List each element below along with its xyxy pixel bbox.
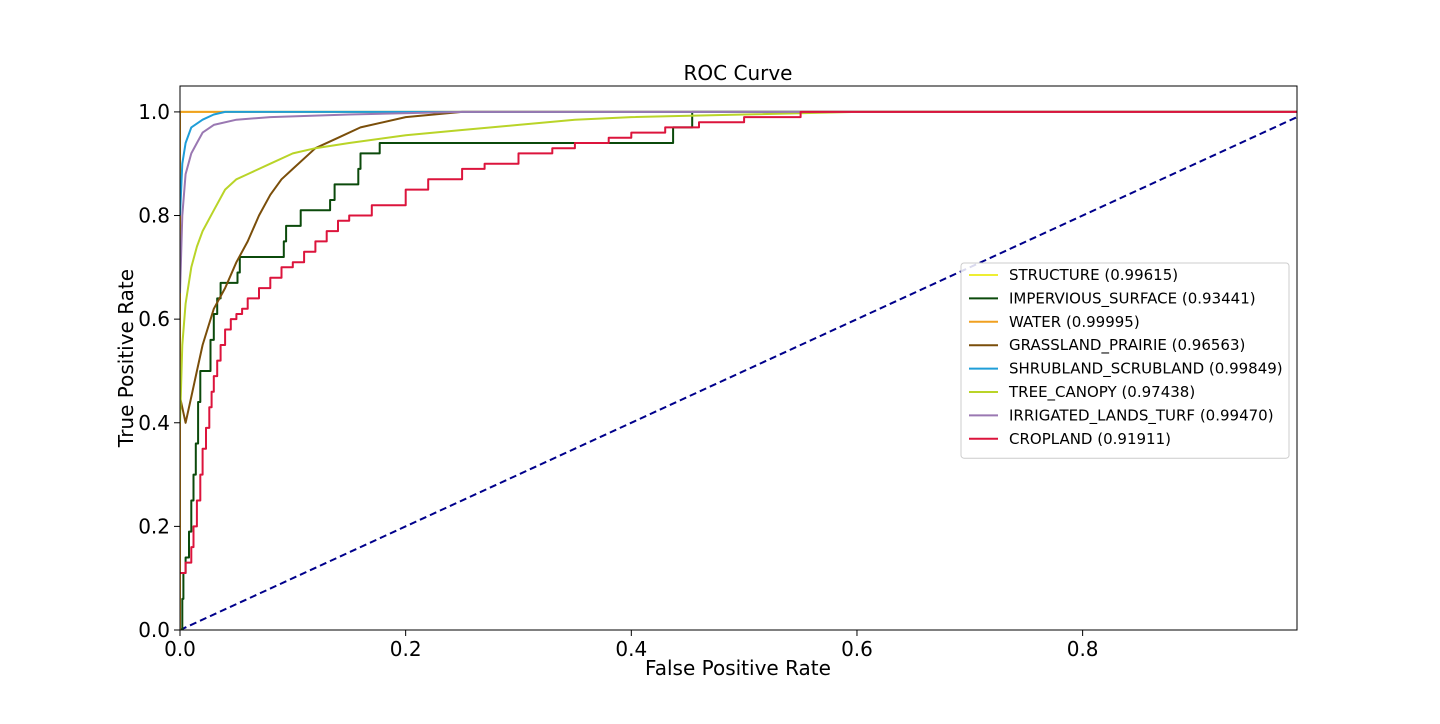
series-line-3 (180, 110, 1297, 424)
legend-label-6: IRRIGATED_LANDS_TURF (0.99470) (1009, 406, 1274, 425)
legend-label-0: STRUCTURE (0.99615) (1009, 266, 1178, 284)
reference-diagonal-line (180, 115, 1297, 630)
x-tick-label: 0.4 (615, 637, 647, 661)
chart-title: ROC Curve (684, 61, 793, 85)
legend-label-1: IMPERVIOUS_SURFACE (0.93441) (1009, 289, 1256, 308)
series-line-4 (180, 110, 1297, 216)
x-axis-label: False Positive Rate (645, 656, 831, 680)
legend: STRUCTURE (0.99615) IMPERVIOUS_SURFACE (0… (960, 262, 1290, 459)
plot-frame (179, 85, 1298, 631)
y-tick-label: 0.6 (138, 307, 170, 331)
x-axis-ticks: 0.0 0.2 0.4 0.6 0.8 (164, 630, 1099, 661)
legend-label-4: SHRUBLAND_SCRUBLAND (0.99849) (1009, 360, 1283, 379)
x-tick-label: 0.0 (164, 637, 196, 661)
y-axis-ticks: 0.0 0.2 0.4 0.6 0.8 1.0 (138, 100, 180, 642)
y-tick-label: 0.4 (138, 411, 170, 435)
series-line-1 (180, 110, 1297, 630)
y-axis-label: True Positive Rate (114, 269, 138, 448)
legend-label-7: CROPLAND (0.91911) (1009, 430, 1171, 448)
y-tick-label: 0.2 (138, 514, 170, 538)
y-tick-label: 0.0 (138, 618, 170, 642)
y-tick-label: 0.8 (138, 204, 170, 228)
reference-diagonal (180, 115, 1297, 630)
x-tick-label: 0.8 (1067, 637, 1099, 661)
legend-label-5: TREE_CANOPY (0.97438) (1008, 383, 1195, 402)
series-line-6 (180, 110, 1297, 294)
series-lines (180, 110, 1297, 630)
series-line-7 (180, 110, 1297, 574)
legend-box (960, 262, 1290, 459)
x-tick-label: 0.6 (841, 637, 873, 661)
legend-label-3: GRASSLAND_PRAIRIE (0.96563) (1009, 336, 1245, 355)
x-tick-label: 0.2 (390, 637, 422, 661)
series-line-5 (180, 110, 1297, 423)
y-tick-label: 1.0 (138, 100, 170, 124)
legend-label-2: WATER (0.99995) (1009, 313, 1140, 331)
